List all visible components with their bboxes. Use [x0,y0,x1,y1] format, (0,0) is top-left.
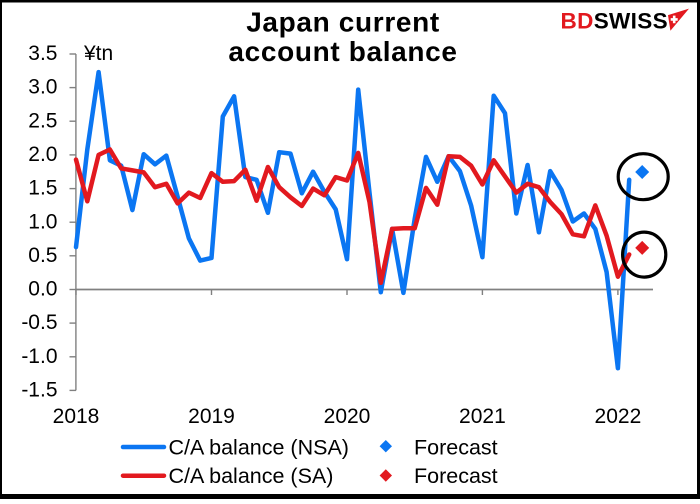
svg-text:2022: 2022 [595,405,642,428]
svg-text:C/A balance (SA): C/A balance (SA) [169,464,334,488]
svg-text:Forecast: Forecast [414,464,498,488]
svg-text:2.5: 2.5 [28,109,57,132]
svg-text:-1.0: -1.0 [21,345,57,368]
svg-text:account balance: account balance [228,36,457,67]
svg-text:¥tn: ¥tn [83,42,113,65]
svg-text:-0.5: -0.5 [21,311,57,334]
svg-text:Forecast: Forecast [414,436,498,460]
svg-text:0.0: 0.0 [28,278,57,301]
svg-text:3.0: 3.0 [28,76,57,99]
svg-text:2018: 2018 [53,405,100,428]
svg-text:0.5: 0.5 [28,244,57,267]
svg-text:2.0: 2.0 [28,143,57,166]
svg-text:3.5: 3.5 [28,42,57,65]
svg-text:-1.5: -1.5 [21,379,57,402]
svg-text:BDSWISS: BDSWISS [561,8,668,33]
svg-text:Japan current: Japan current [246,6,440,37]
svg-text:2021: 2021 [459,405,506,428]
svg-text:1.0: 1.0 [28,210,57,233]
svg-text:2020: 2020 [324,405,371,428]
svg-text:1.5: 1.5 [28,177,57,200]
svg-text:2019: 2019 [188,405,235,428]
svg-text:C/A balance (NSA): C/A balance (NSA) [169,436,349,460]
